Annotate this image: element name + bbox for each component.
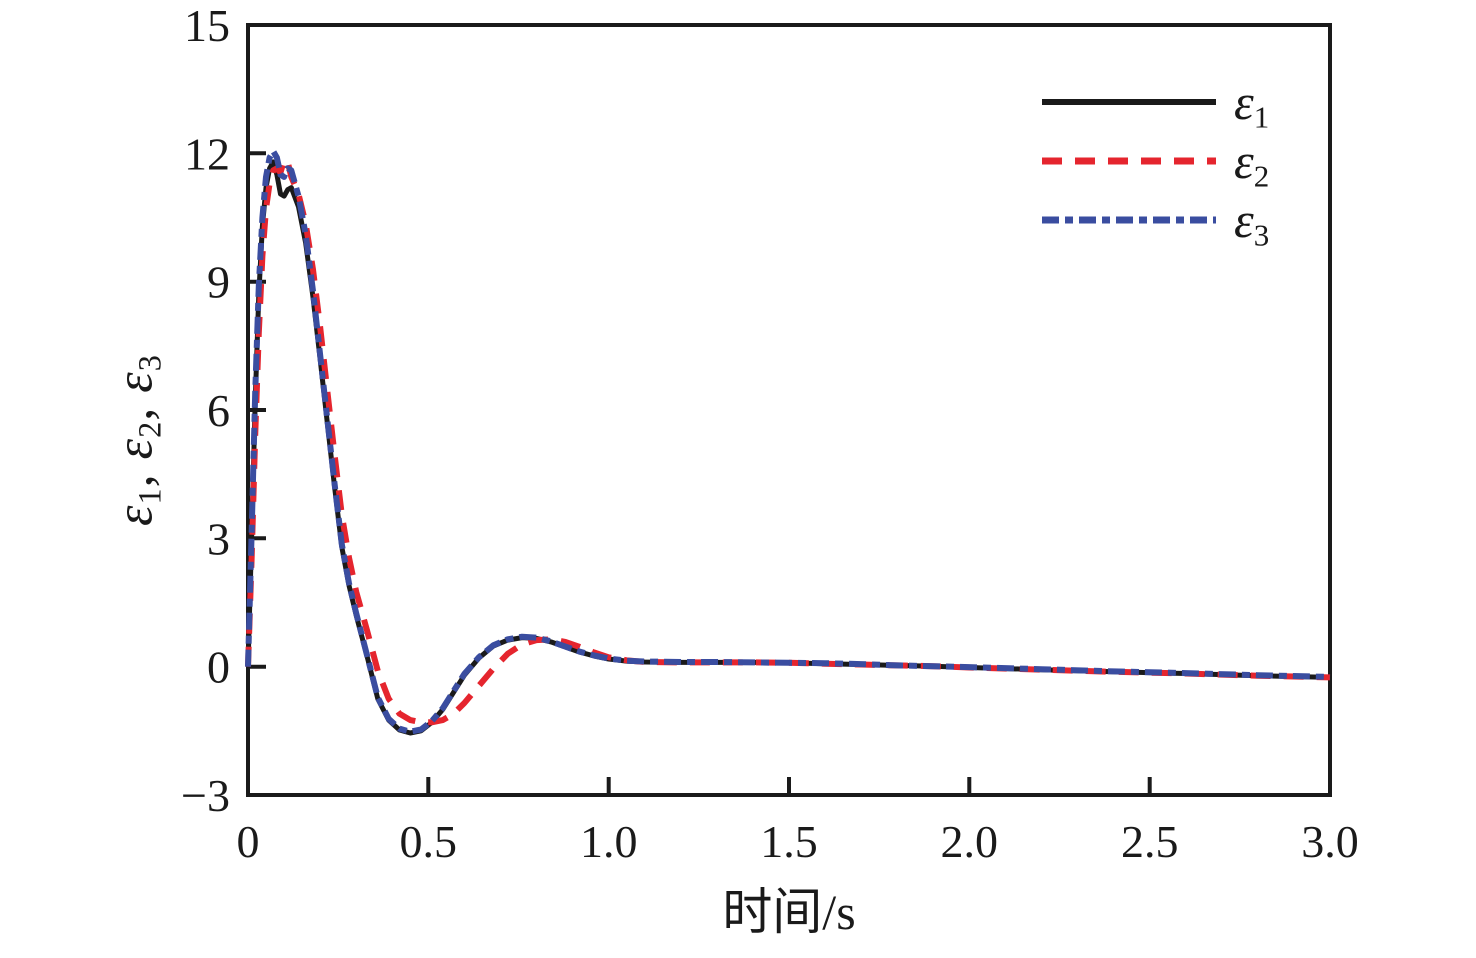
y-tick-label: 0 — [207, 642, 230, 693]
x-tick-label: 0 — [237, 816, 260, 867]
x-tick-label: 2.0 — [941, 816, 999, 867]
legend-label: ε2 — [1234, 132, 1270, 194]
y-axis-label-part: ε1, — [106, 459, 168, 526]
y-tick-label: 15 — [184, 0, 230, 51]
x-tick-label: 0.5 — [400, 816, 458, 867]
legend: ε1 ε2 ε3 — [1040, 72, 1270, 253]
legend-item: ε3 — [1040, 190, 1270, 253]
legend-item: ε1 — [1040, 72, 1270, 135]
y-tick-label: 6 — [207, 385, 230, 436]
legend-line-sample-dashdot — [1042, 216, 1216, 223]
legend-label: ε1 — [1234, 73, 1270, 135]
y-tick-label: 9 — [207, 257, 230, 308]
x-tick-label: 1.0 — [580, 816, 638, 867]
x-tick-label: 3.0 — [1301, 816, 1359, 867]
series-line-epsilon-3 — [245, 148, 1331, 735]
x-tick-label: 1.5 — [760, 816, 818, 867]
legend-label: ε3 — [1234, 191, 1270, 253]
legend-item: ε2 — [1040, 131, 1270, 194]
y-axis-label-part: ε3 — [106, 354, 168, 393]
y-axis-label-part: ε2, — [106, 392, 168, 460]
y-tick-label: −3 — [181, 770, 230, 821]
series-line-epsilon-2 — [245, 156, 1331, 726]
y-axis-label: ε1, ε2, ε3 — [106, 354, 168, 526]
y-tick-label: 12 — [184, 128, 230, 179]
legend-line-sample-solid — [1042, 98, 1216, 105]
x-axis-label: 时间/s — [722, 884, 856, 940]
x-tick-label: 2.5 — [1121, 816, 1179, 867]
legend-line-sample-dashed — [1042, 157, 1216, 164]
y-tick-label: 3 — [207, 513, 230, 564]
plot-frame — [246, 23, 1332, 797]
